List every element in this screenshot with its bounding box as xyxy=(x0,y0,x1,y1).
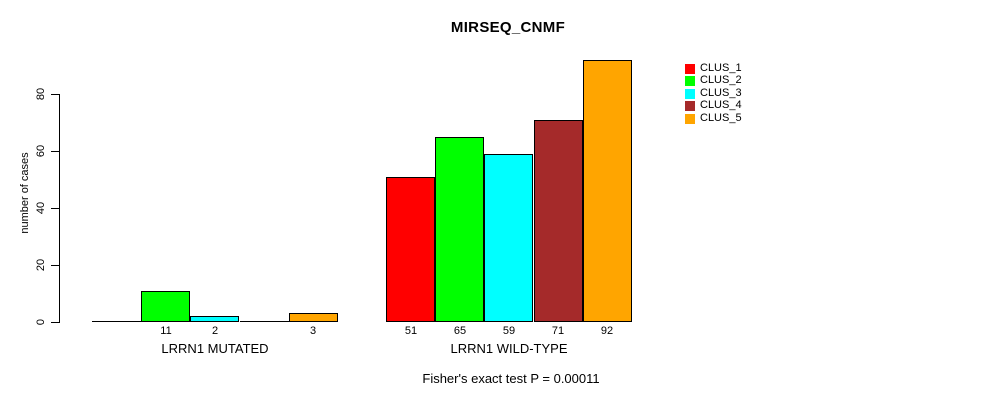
legend-item-clus_3: CLUS_3 xyxy=(685,88,742,99)
legend-label: CLUS_2 xyxy=(700,74,742,86)
chart-title: MIRSEQ_CNMF xyxy=(450,19,566,36)
bar-value-label: 2 xyxy=(211,325,219,337)
y-tick-label: 0 xyxy=(35,318,47,326)
legend-swatch-clus_3 xyxy=(685,88,695,99)
bar-clus_1-zero xyxy=(92,321,141,322)
legend-label: CLUS_5 xyxy=(700,112,742,124)
y-tick-label: 60 xyxy=(35,144,47,158)
legend-swatch-clus_2 xyxy=(685,75,695,86)
bar-clus_4-zero xyxy=(240,321,289,322)
bar-value-label: 11 xyxy=(160,325,172,337)
y-tick xyxy=(51,151,60,152)
legend-label: CLUS_4 xyxy=(700,99,742,111)
group-label-lrrn1-mutated: LRRN1 MUTATED xyxy=(161,341,269,356)
bar-value-label: 65 xyxy=(453,325,467,337)
bar-value-label: 92 xyxy=(600,325,614,337)
bar-clus_5 xyxy=(289,313,338,322)
bar-value-label: 3 xyxy=(309,325,317,337)
y-tick xyxy=(51,208,60,209)
bar-clus_5 xyxy=(583,60,632,322)
fisher-test-note: Fisher's exact test P = 0.00011 xyxy=(422,371,600,386)
y-axis-label: number of cases xyxy=(19,152,31,234)
bar-value-label: 71 xyxy=(551,325,565,337)
bar-clus_2 xyxy=(141,291,190,322)
bar-value-label: 51 xyxy=(404,325,418,337)
y-tick-label: 80 xyxy=(35,87,47,101)
bar-clus_3 xyxy=(190,316,239,322)
y-tick xyxy=(51,322,60,323)
bar-value-label: 59 xyxy=(502,325,516,337)
legend-label: CLUS_3 xyxy=(700,87,742,99)
legend-item-clus_2: CLUS_2 xyxy=(685,75,742,86)
legend: CLUS_1 CLUS_2 CLUS_3 CLUS_4 CLUS_5 xyxy=(685,63,805,125)
legend-item-clus_4: CLUS_4 xyxy=(685,100,742,111)
y-tick-label: 40 xyxy=(35,201,47,215)
bar-clus_3 xyxy=(484,154,533,322)
bar-clus_2 xyxy=(435,137,484,322)
y-tick xyxy=(51,94,60,95)
legend-item-clus_1: CLUS_1 xyxy=(685,63,742,74)
legend-swatch-clus_4 xyxy=(685,100,695,111)
y-tick xyxy=(51,265,60,266)
legend-swatch-clus_1 xyxy=(685,63,695,74)
legend-swatch-clus_5 xyxy=(685,113,695,124)
y-tick-label: 20 xyxy=(35,258,47,272)
group-label-lrrn1-wild-type: LRRN1 WILD-TYPE xyxy=(450,341,568,356)
bar-clus_1 xyxy=(386,177,435,322)
legend-item-clus_5: CLUS_5 xyxy=(685,113,742,124)
bar-clus_4 xyxy=(534,120,583,322)
legend-label: CLUS_1 xyxy=(700,62,742,74)
